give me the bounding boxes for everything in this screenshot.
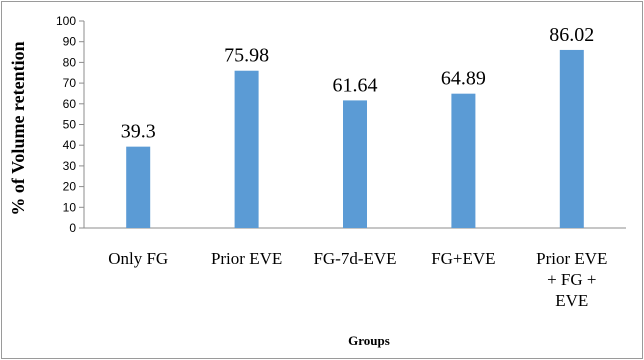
bar: [234, 70, 259, 228]
x-tick-label: Only FG: [108, 249, 168, 268]
y-tick-label: 80: [63, 55, 77, 69]
bar: [343, 100, 367, 228]
y-tick-label: 40: [63, 138, 77, 152]
data-label: 64.89: [441, 68, 486, 90]
bars: [126, 49, 584, 228]
data-label: 75.98: [224, 45, 269, 67]
y-axis-label: % of Volume retention: [8, 41, 28, 215]
x-tick-labels: Only FG Prior EVE FG-7d-EVE FG+EVE Prior EVE…: [108, 249, 607, 310]
y-tick-label: 60: [63, 97, 77, 111]
y-tick-label: 90: [63, 35, 77, 49]
x-tick-label: Prior EVE: [211, 249, 282, 268]
x-tick-label: FG-7d-EVE: [313, 249, 396, 268]
x-axis-label: Groups: [348, 333, 390, 348]
bar: [451, 93, 476, 228]
bar: [126, 146, 151, 228]
y-tick-label: 20: [63, 180, 77, 194]
y-tick-label: 10: [63, 200, 77, 214]
x-tick-label: FG+EVE: [431, 249, 495, 268]
y-tick-label: 50: [63, 118, 77, 132]
data-label: 86.02: [549, 24, 594, 46]
y-tick-label: 70: [63, 76, 77, 90]
bar: [559, 49, 584, 228]
x-tick-label: Prior EVE + FG + EVE: [536, 249, 607, 310]
data-label: 61.64: [333, 74, 378, 96]
y-tick-label: 30: [63, 159, 77, 173]
data-label: 39.3: [121, 121, 156, 143]
y-tick-label: 0: [69, 221, 76, 235]
data-labels: 39.3 75.98 61.64 64.89 86.02: [121, 24, 595, 143]
y-tick-labels: 0 10 20 30 40 50 60 70 80 90 100: [56, 14, 76, 235]
y-tick-label: 100: [56, 14, 76, 28]
